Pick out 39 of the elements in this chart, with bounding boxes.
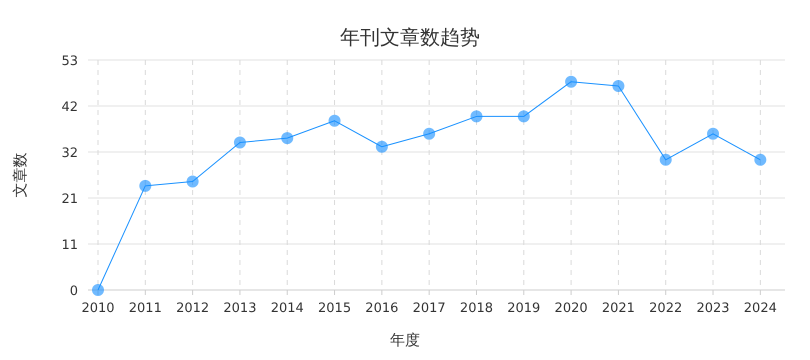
x-tick-label: 2013	[223, 301, 256, 316]
point	[92, 284, 104, 296]
point	[423, 128, 436, 140]
y-tick-label: 32	[61, 146, 78, 161]
x-tick-label: 2017	[412, 301, 446, 316]
x-tick-label: 2021	[602, 301, 635, 316]
x-tick-label: 2022	[649, 301, 682, 316]
point	[186, 176, 199, 188]
x-tick-label: 2016	[365, 301, 398, 316]
point	[518, 110, 530, 122]
point	[281, 132, 294, 144]
y-tick-label: 21	[61, 192, 78, 207]
x-tick-label: 2015	[318, 301, 352, 316]
x-axis-title: 年度	[390, 331, 420, 349]
y-tick-label: 53	[61, 54, 78, 69]
point	[565, 76, 578, 88]
x-tick-label: 2019	[507, 301, 540, 316]
y-tick-label: 0	[70, 284, 78, 299]
x-tick-label: 2024	[744, 301, 777, 316]
point	[328, 114, 341, 127]
point	[234, 136, 246, 148]
x-tick-label: 2012	[176, 301, 210, 316]
x-tick-label: 2018	[460, 301, 494, 316]
point	[660, 154, 672, 166]
y-tick-label: 11	[61, 238, 78, 253]
point	[707, 128, 720, 140]
point	[139, 180, 152, 192]
x-tick-label: 2010	[81, 301, 115, 316]
y-tick-label: 42	[61, 100, 78, 115]
point	[470, 110, 482, 122]
x-tick-label: 2014	[270, 301, 304, 316]
chart-title: 年刊文章数趋势	[340, 25, 480, 49]
y-axis-title: 文章数	[11, 152, 29, 198]
point	[376, 140, 388, 153]
point	[612, 80, 624, 92]
x-tick-label: 2011	[128, 301, 162, 316]
x-tick-label: 2020	[554, 301, 588, 316]
x-tick-label: 2023	[696, 301, 730, 316]
point	[754, 154, 766, 166]
